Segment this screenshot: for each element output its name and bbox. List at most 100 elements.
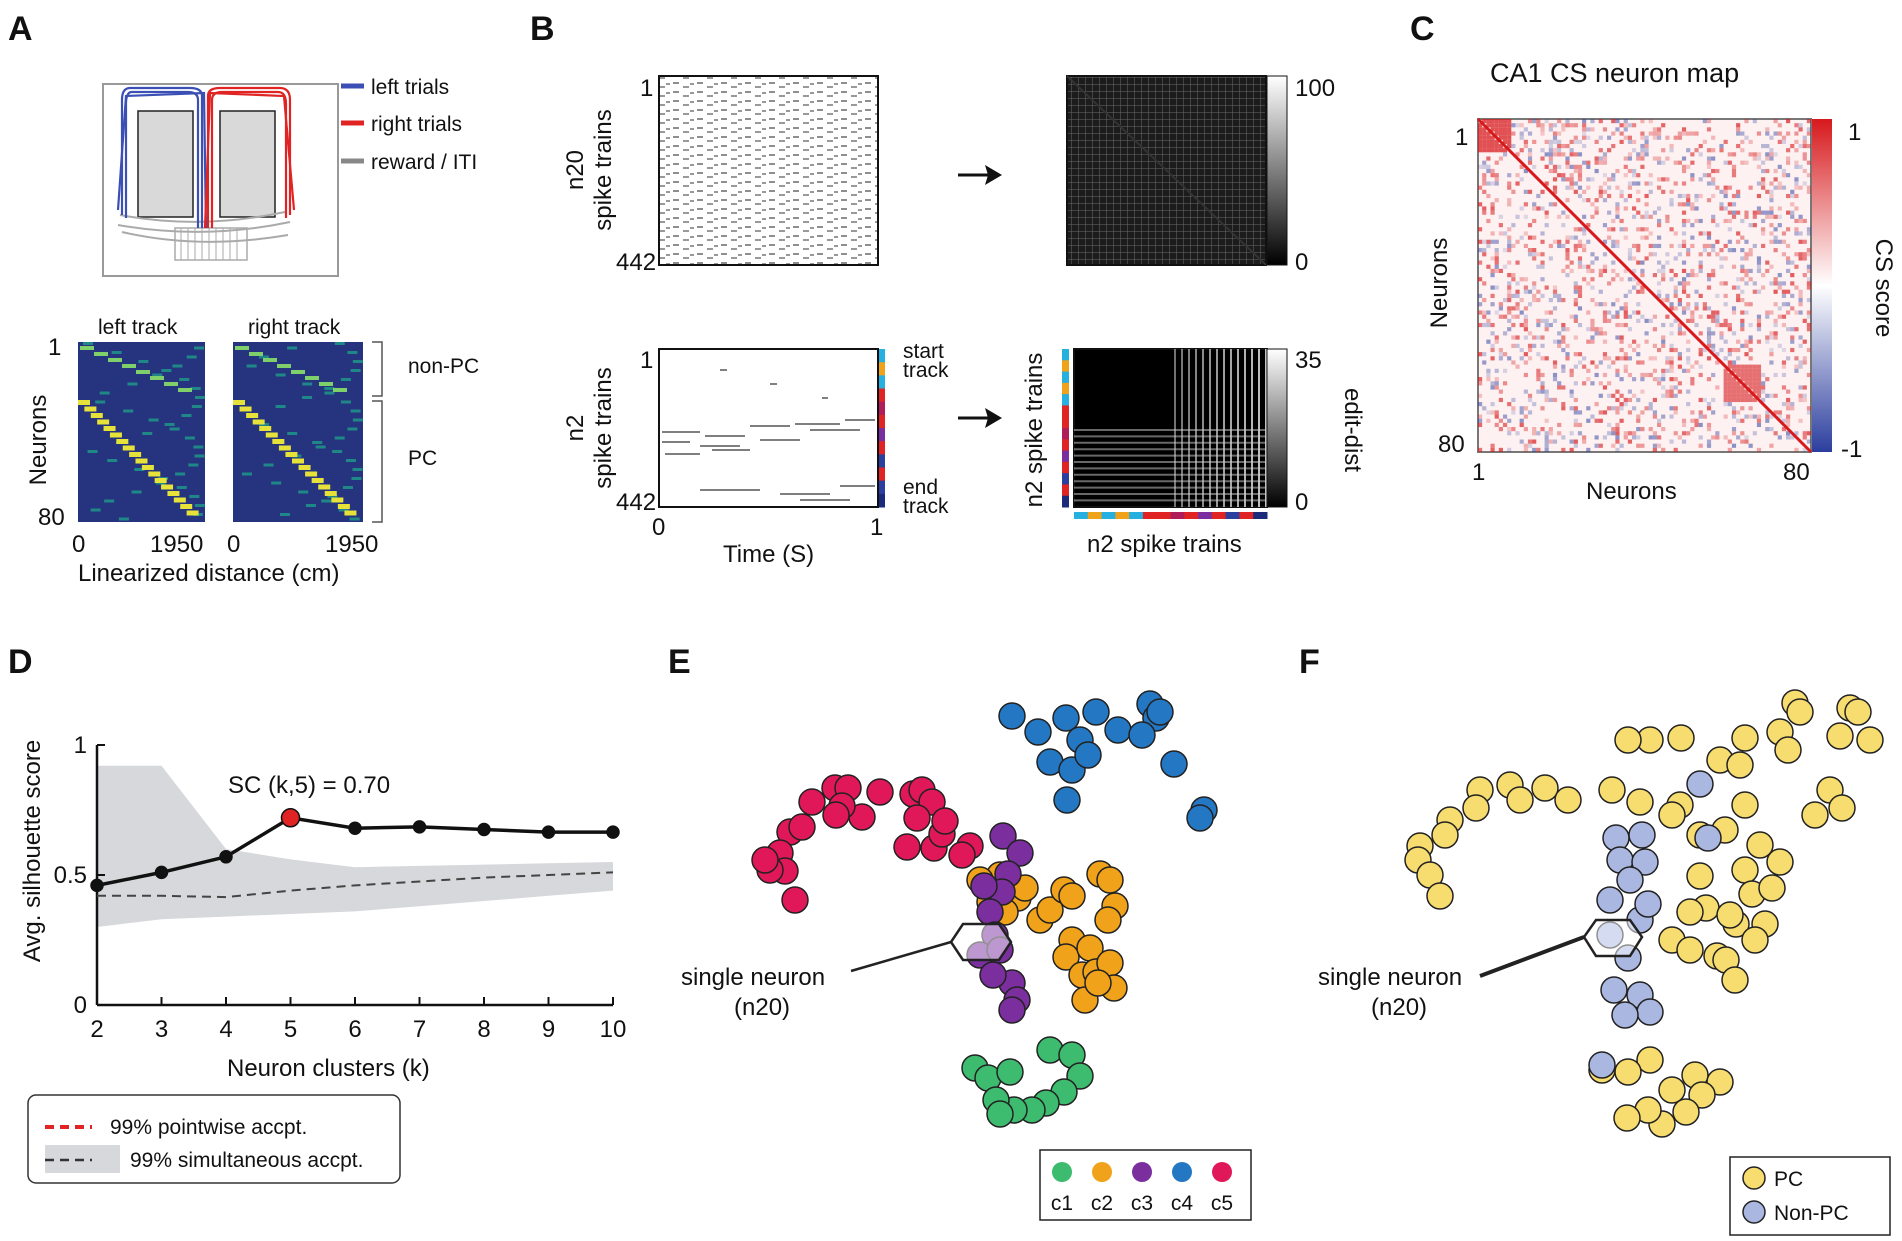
cs-cell: [1761, 227, 1766, 232]
cs-cell: [1752, 372, 1757, 378]
silhouette-chart: 00.512 3 4 5 6 7 8 9 10: [54, 732, 627, 1043]
cs-cell: [1577, 164, 1583, 169]
place-field-peak: [164, 382, 178, 386]
cs-cell: [1806, 185, 1811, 190]
cs-cell: [1532, 297, 1537, 303]
scatter-point-c4: [1104, 716, 1132, 744]
heatmap-noise: [169, 427, 180, 431]
cs-cell: [1507, 173, 1512, 178]
cs-cell: [1798, 185, 1803, 190]
cs-cell: [1527, 397, 1533, 403]
cs-cell: [1661, 372, 1666, 378]
cs-cell: [1619, 356, 1624, 361]
y-tick-label: 1: [74, 732, 87, 759]
cs-cell: [1536, 193, 1541, 199]
cs-cell: [1681, 310, 1687, 315]
cs-cell: [1627, 185, 1633, 190]
cs-cell: [1561, 173, 1566, 178]
cs-cell: [1540, 385, 1545, 390]
cs-cell: [1769, 281, 1774, 286]
cs-cell: [1786, 310, 1791, 315]
cs-cell: [1636, 360, 1641, 365]
cs-cell: [1627, 168, 1633, 174]
cs-cell: [1661, 414, 1666, 419]
cs-cell: [1736, 189, 1741, 194]
cs-cell: [1723, 368, 1728, 373]
cs-cell: [1536, 119, 1541, 124]
cs-cell: [1573, 123, 1578, 128]
cs-cell: [1590, 214, 1595, 219]
matrix-col-color: [1225, 512, 1240, 519]
cs-cell: [1648, 427, 1653, 432]
cs-cell: [1665, 177, 1670, 182]
cs-cell: [1627, 289, 1633, 294]
cs-cell: [1544, 164, 1549, 169]
cs-cell: [1781, 418, 1787, 423]
cs-cell: [1723, 293, 1728, 298]
cs-cell: [1490, 347, 1495, 353]
cs-cell: [1756, 210, 1762, 215]
cs-cell: [1723, 256, 1728, 261]
cs-cell: [1773, 335, 1778, 340]
cs-cell: [1494, 368, 1499, 373]
cs-cell: [1786, 256, 1791, 261]
cs-cell: [1798, 123, 1803, 128]
cs-cell: [1648, 189, 1653, 194]
cs-cell: [1706, 235, 1712, 240]
cs-cell: [1794, 264, 1799, 269]
cs-cell: [1515, 306, 1520, 311]
cs-cell: [1515, 123, 1520, 128]
cs-cell: [1536, 372, 1541, 378]
heatmap-xtick-right-1950: 1950: [325, 531, 378, 558]
cs-cell: [1648, 372, 1653, 378]
cs-cell: [1482, 148, 1487, 153]
cs-cell: [1619, 193, 1624, 199]
cs-cell: [1515, 281, 1520, 286]
cs-cell: [1648, 243, 1653, 249]
cs-cell: [1794, 160, 1799, 165]
cs-cell: [1548, 156, 1553, 161]
cs-cell: [1744, 239, 1749, 244]
heatmap-noise: [104, 499, 115, 503]
cs-cell: [1527, 248, 1533, 253]
cs-cell: [1748, 339, 1753, 344]
cs-cell: [1515, 214, 1520, 219]
place-field-peak: [331, 497, 344, 503]
cs-cell: [1482, 160, 1487, 165]
cs-cell: [1536, 352, 1541, 357]
cs-cell: [1694, 422, 1699, 428]
track-bar-segment: [879, 454, 885, 468]
cs-cell: [1478, 135, 1483, 140]
heatmap-noise: [351, 477, 362, 480]
cs-cell: [1773, 410, 1778, 415]
cs-cell: [1540, 389, 1545, 394]
cs-cell: [1723, 435, 1728, 440]
cs-cell: [1577, 227, 1583, 232]
cs-cell: [1507, 239, 1512, 244]
cs-cell: [1494, 198, 1499, 203]
scatter-point-c4: [1053, 786, 1081, 814]
cs-cell: [1557, 152, 1562, 157]
cs-cell: [1740, 218, 1745, 224]
cs-cell: [1806, 322, 1811, 328]
legend-right-trials: right trials: [371, 113, 462, 136]
colorbar-top: [1266, 75, 1288, 266]
colorbar-bottom-35: 35: [1295, 347, 1322, 374]
cs-cell: [1731, 414, 1737, 419]
cs-cell: [1552, 293, 1558, 298]
cs-cell: [1731, 210, 1737, 215]
track-bar-segment: [879, 441, 885, 455]
place-field-peak: [150, 376, 164, 380]
cs-cell: [1673, 318, 1678, 323]
cs-cell: [1731, 164, 1737, 169]
data-point: [348, 821, 362, 835]
legend-dot-c3: [1132, 1162, 1152, 1182]
cs-cell: [1711, 397, 1716, 403]
cs-cell: [1786, 414, 1791, 419]
cs-cell: [1527, 347, 1533, 353]
cs-cell: [1619, 377, 1624, 382]
cs-cell: [1598, 185, 1603, 190]
cs-cell: [1698, 193, 1703, 199]
cs-cell: [1494, 160, 1499, 165]
cs-cell: [1569, 177, 1574, 182]
